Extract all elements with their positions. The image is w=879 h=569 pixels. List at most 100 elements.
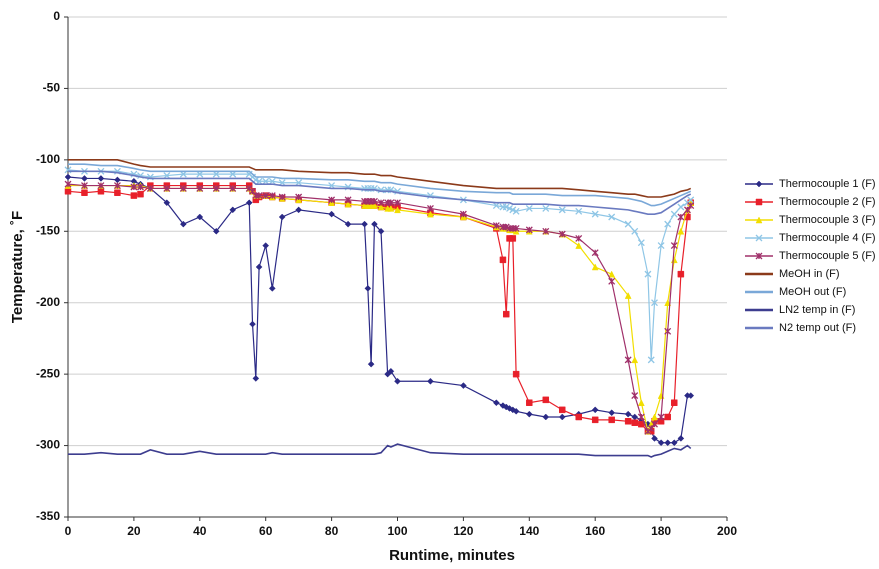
marker	[608, 416, 615, 424]
marker	[252, 375, 260, 382]
legend-marker	[755, 198, 763, 206]
marker	[677, 270, 685, 278]
marker	[651, 413, 658, 421]
marker	[377, 227, 385, 235]
marker	[637, 239, 645, 247]
marker	[163, 199, 171, 207]
marker	[542, 204, 550, 212]
marker	[377, 199, 385, 207]
marker	[492, 202, 500, 210]
marker	[387, 204, 395, 212]
marker	[371, 220, 378, 228]
marker	[677, 227, 685, 235]
marker	[295, 206, 303, 214]
series-line	[68, 184, 692, 434]
marker	[608, 213, 616, 221]
marker	[637, 413, 645, 421]
marker	[255, 177, 263, 185]
marker	[651, 299, 658, 307]
marker	[344, 200, 352, 208]
marker	[512, 407, 520, 415]
marker	[591, 263, 599, 271]
marker	[364, 285, 372, 292]
series-line	[68, 163, 692, 207]
marker	[647, 424, 655, 432]
marker	[371, 202, 378, 209]
legend-marker	[755, 234, 763, 242]
x-tick-label: 40	[193, 524, 207, 538]
marker	[278, 193, 286, 201]
marker	[97, 188, 105, 195]
marker	[591, 406, 599, 414]
marker	[502, 310, 510, 318]
legend-label: Thermocouple 5 (F)	[779, 250, 876, 262]
marker	[624, 356, 632, 364]
marker	[684, 206, 691, 214]
marker	[671, 399, 678, 406]
marker	[526, 399, 533, 406]
x-tick-label: 160	[585, 524, 605, 538]
legend-label: Thermocouple 4 (F)	[779, 232, 876, 244]
marker	[657, 242, 665, 250]
marker	[591, 249, 599, 257]
x-tick-label: 180	[651, 524, 671, 538]
series	[64, 182, 695, 435]
plot-area	[64, 16, 728, 521]
marker	[81, 189, 88, 196]
series-line	[67, 184, 692, 432]
marker	[664, 413, 671, 421]
marker	[644, 270, 652, 278]
marker	[637, 399, 645, 406]
marker	[249, 320, 256, 328]
marker	[328, 196, 336, 204]
marker	[64, 180, 72, 188]
marker	[367, 360, 375, 368]
marker	[624, 220, 632, 228]
marker	[344, 220, 352, 228]
x-tick-label: 80	[325, 524, 339, 538]
marker	[575, 207, 583, 215]
marker	[525, 204, 533, 212]
marker	[427, 377, 434, 385]
marker	[677, 213, 685, 221]
marker	[387, 367, 395, 375]
legend-marker	[755, 252, 763, 260]
marker	[377, 203, 385, 211]
marker	[212, 170, 220, 178]
marker	[512, 224, 520, 232]
marker	[499, 256, 507, 264]
marker	[196, 213, 204, 221]
marker	[114, 176, 121, 184]
series	[68, 159, 692, 198]
marker	[608, 277, 616, 285]
marker	[631, 227, 639, 235]
marker	[262, 177, 270, 185]
marker	[460, 382, 467, 389]
marker	[262, 242, 270, 249]
legend-label: Thermocouple 3 (F)	[779, 214, 876, 226]
marker	[255, 263, 263, 271]
legend: Thermocouple 1 (F) Thermocouple 2 (F) Ther…	[745, 178, 876, 334]
marker	[97, 182, 105, 190]
marker	[163, 184, 171, 192]
marker	[255, 192, 263, 200]
series-line	[67, 183, 692, 433]
marker	[664, 439, 672, 447]
marker	[268, 192, 276, 200]
marker	[542, 396, 550, 404]
series	[68, 163, 692, 207]
marker	[608, 409, 616, 417]
marker	[179, 170, 187, 178]
marker	[278, 213, 286, 221]
marker	[163, 172, 171, 180]
marker	[394, 206, 401, 214]
marker	[492, 399, 500, 407]
marker	[427, 210, 434, 218]
legend-label: Thermocouple 2 (F)	[779, 196, 876, 208]
marker	[608, 270, 616, 278]
marker	[657, 413, 665, 421]
series-line	[68, 170, 692, 215]
marker	[575, 242, 583, 249]
marker	[559, 406, 566, 414]
x-tick-label: 200	[717, 524, 737, 538]
